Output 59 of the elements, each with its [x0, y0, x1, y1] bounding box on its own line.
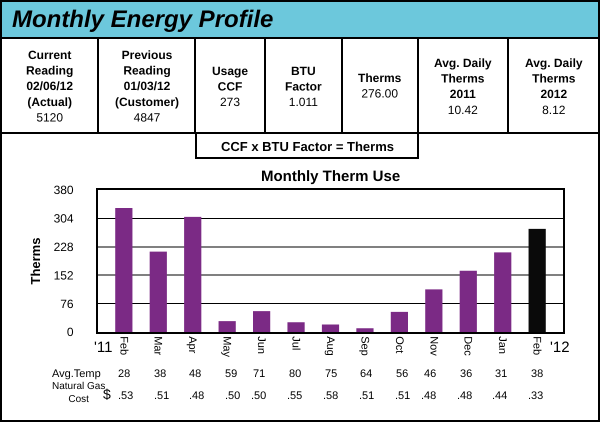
y-axis-title: Therms: [28, 238, 44, 284]
x-tick-label: Nov: [427, 336, 440, 356]
text: .50: [225, 390, 240, 402]
y-tick-label: 0: [66, 325, 74, 340]
text: 80: [289, 368, 302, 380]
text: '12: [550, 339, 570, 356]
x-tick-label: Dec: [462, 336, 474, 356]
text: .51: [359, 390, 374, 402]
x-tick-label: Oct: [392, 336, 405, 354]
text: .48: [189, 390, 204, 402]
text: 36: [460, 368, 472, 380]
text: 48: [189, 368, 202, 380]
x-tick-label: Apr: [186, 336, 198, 354]
x-tick-label: Jan: [496, 336, 508, 354]
text: '11: [94, 339, 112, 356]
text: 38: [154, 368, 166, 380]
text: Avg. Daily Therms 2012 8.12: [525, 56, 583, 117]
text: .48: [457, 390, 472, 402]
text: .44: [492, 390, 508, 402]
y-tick-label: 380: [54, 183, 74, 198]
text: BTU Factor 1.011: [285, 64, 322, 110]
text: .51: [154, 390, 170, 402]
x-tick-label: Jul: [289, 336, 302, 350]
text: Monthly Energy Profile: [12, 6, 274, 33]
y-tick-label: 152: [54, 268, 74, 282]
text: CCF x BTU Factor = Therms: [221, 139, 394, 154]
text: .58: [323, 390, 338, 402]
y-tick-label: 304: [54, 212, 74, 226]
text: .51: [395, 390, 410, 402]
x-tick-label: Jun: [255, 336, 268, 354]
x-tick-label: Mar: [152, 336, 164, 356]
text: 28: [118, 368, 130, 380]
text: 46: [424, 368, 436, 380]
text: 59: [225, 368, 238, 380]
y-tick-label: 228: [54, 240, 74, 254]
x-tick-label: Aug: [324, 336, 336, 356]
text: .50: [251, 390, 266, 402]
text: Therms 276.00: [358, 71, 402, 101]
x-tick-label: Feb: [117, 336, 130, 356]
text: 71: [253, 368, 266, 380]
text: Previous Reading 01/03/12 (Customer) 4847: [115, 48, 180, 124]
text: Avg.Temp: [52, 368, 101, 380]
text: Usage CCF 273: [212, 64, 248, 110]
text: Current Reading 02/06/12 (Actual) 5120: [26, 48, 74, 124]
chart-title: Monthly Therm Use: [261, 168, 400, 185]
text: .55: [287, 390, 302, 402]
text: .53: [118, 390, 134, 402]
text: 64: [360, 368, 372, 380]
x-tick-label: Sep: [358, 336, 370, 356]
text: .33: [528, 390, 544, 402]
text: 31: [495, 368, 508, 380]
text: 75: [325, 368, 338, 380]
text: 38: [531, 368, 544, 380]
text: 56: [396, 368, 408, 380]
text: Avg. Daily Therms 2011 10.42: [434, 56, 492, 117]
text: .48: [421, 390, 436, 402]
y-tick-label: 76: [60, 296, 74, 311]
x-tick-label: May: [220, 336, 233, 358]
x-tick-label: Feb: [530, 336, 543, 356]
